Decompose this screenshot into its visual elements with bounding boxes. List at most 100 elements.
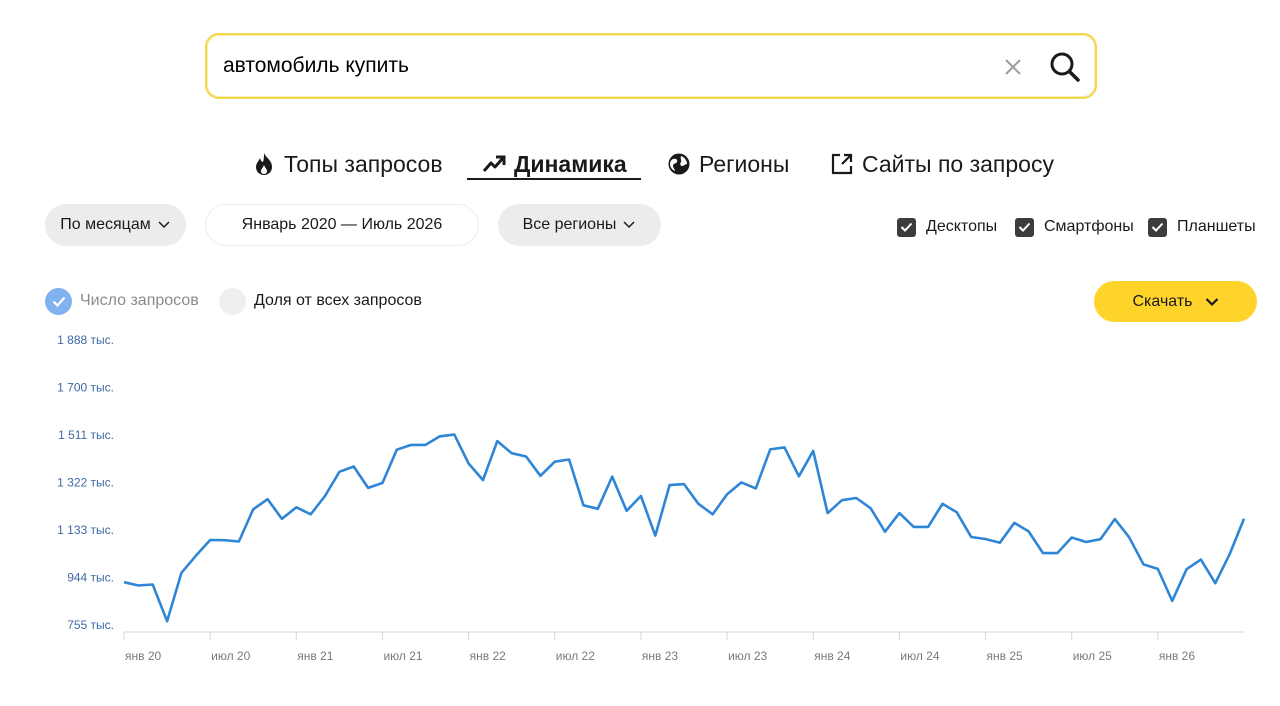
data-point[interactable] bbox=[1139, 560, 1147, 568]
date-range-picker[interactable]: Январь 2020 — Июль 2026 bbox=[205, 204, 479, 246]
data-point[interactable] bbox=[465, 460, 473, 468]
checkbox-smartphones[interactable]: Смартфоны bbox=[1015, 216, 1134, 238]
data-point[interactable] bbox=[522, 452, 530, 460]
data-point[interactable] bbox=[1125, 533, 1133, 541]
data-point[interactable] bbox=[565, 455, 573, 463]
data-point[interactable] bbox=[335, 468, 343, 476]
data-point[interactable] bbox=[536, 472, 544, 480]
data-point[interactable] bbox=[1154, 565, 1162, 573]
data-point[interactable] bbox=[120, 578, 128, 586]
data-point[interactable] bbox=[1183, 565, 1191, 573]
data-point[interactable] bbox=[1082, 538, 1090, 546]
data-point[interactable] bbox=[680, 480, 688, 488]
data-point[interactable] bbox=[551, 458, 559, 466]
data-point[interactable] bbox=[982, 535, 990, 543]
data-point[interactable] bbox=[1240, 515, 1248, 523]
data-point[interactable] bbox=[809, 447, 817, 455]
data-point[interactable] bbox=[579, 501, 587, 509]
data-point[interactable] bbox=[407, 441, 415, 449]
data-point[interactable] bbox=[364, 484, 372, 492]
data-point[interactable] bbox=[938, 500, 946, 508]
data-point[interactable] bbox=[953, 508, 961, 516]
data-point[interactable] bbox=[852, 494, 860, 502]
data-point[interactable] bbox=[967, 533, 975, 541]
data-point[interactable] bbox=[824, 509, 832, 517]
data-point[interactable] bbox=[1025, 527, 1033, 535]
data-point[interactable] bbox=[1168, 597, 1176, 605]
data-point[interactable] bbox=[781, 443, 789, 451]
region-select[interactable]: Все регионы bbox=[498, 204, 661, 246]
tab-top-queries[interactable]: Топы запросов bbox=[252, 146, 443, 182]
radio-query-count[interactable]: Число запросов bbox=[45, 287, 199, 315]
data-point[interactable] bbox=[895, 509, 903, 517]
data-point[interactable] bbox=[508, 449, 516, 457]
data-point[interactable] bbox=[766, 445, 774, 453]
data-point[interactable] bbox=[149, 581, 157, 589]
tab-regions[interactable]: Регионы bbox=[667, 146, 789, 182]
data-point[interactable] bbox=[378, 479, 386, 487]
data-point[interactable] bbox=[709, 510, 717, 518]
tab-sites[interactable]: Сайты по запросу bbox=[830, 146, 1054, 182]
data-point[interactable] bbox=[479, 476, 487, 484]
checkbox-desktops[interactable]: Десктопы bbox=[897, 216, 997, 238]
data-point[interactable] bbox=[867, 504, 875, 512]
data-point[interactable] bbox=[436, 432, 444, 440]
data-point[interactable] bbox=[910, 523, 918, 531]
data-point[interactable] bbox=[134, 582, 142, 590]
data-point[interactable] bbox=[1068, 533, 1076, 541]
data-point[interactable] bbox=[350, 463, 358, 471]
data-point[interactable] bbox=[881, 528, 889, 536]
tab-dynamics[interactable]: Динамика bbox=[482, 146, 627, 182]
data-point[interactable] bbox=[177, 569, 185, 577]
data-point[interactable] bbox=[838, 496, 846, 504]
data-point[interactable] bbox=[221, 536, 229, 544]
data-point[interactable] bbox=[1010, 519, 1018, 527]
data-point[interactable] bbox=[1226, 550, 1234, 558]
data-point[interactable] bbox=[163, 617, 171, 625]
checkbox-tablets[interactable]: Планшеты bbox=[1148, 216, 1256, 238]
data-point[interactable] bbox=[666, 481, 674, 489]
clear-search-button[interactable] bbox=[1001, 55, 1025, 79]
data-point[interactable] bbox=[493, 437, 501, 445]
data-point[interactable] bbox=[422, 441, 430, 449]
y-tick-label: 1 700 тыс. bbox=[57, 380, 114, 394]
data-point[interactable] bbox=[795, 472, 803, 480]
data-point[interactable] bbox=[996, 539, 1004, 547]
data-point[interactable] bbox=[1096, 535, 1104, 543]
data-point[interactable] bbox=[623, 507, 631, 515]
data-point[interactable] bbox=[292, 503, 300, 511]
data-point[interactable] bbox=[264, 495, 272, 503]
chevron-down-icon bbox=[623, 221, 635, 229]
data-point[interactable] bbox=[278, 515, 286, 523]
x-tick-label: янв 21 bbox=[297, 649, 334, 663]
data-point[interactable] bbox=[393, 446, 401, 454]
data-point[interactable] bbox=[608, 473, 616, 481]
data-point[interactable] bbox=[450, 431, 458, 439]
data-point[interactable] bbox=[249, 505, 257, 513]
search-input[interactable] bbox=[223, 49, 983, 83]
data-point[interactable] bbox=[1211, 579, 1219, 587]
radio-query-share[interactable]: Доля от всех запросов bbox=[219, 287, 422, 315]
data-point[interactable] bbox=[192, 552, 200, 560]
search-button[interactable] bbox=[1047, 49, 1083, 85]
data-point[interactable] bbox=[924, 523, 932, 531]
data-point[interactable] bbox=[307, 510, 315, 518]
data-point[interactable] bbox=[752, 484, 760, 492]
data-point[interactable] bbox=[723, 490, 731, 498]
data-point[interactable] bbox=[1197, 556, 1205, 564]
data-point[interactable] bbox=[235, 537, 243, 545]
data-point[interactable] bbox=[694, 500, 702, 508]
x-tick-label: июл 22 bbox=[556, 649, 595, 663]
period-select[interactable]: По месяцам bbox=[45, 204, 186, 246]
data-point[interactable] bbox=[1039, 549, 1047, 557]
data-point[interactable] bbox=[321, 492, 329, 500]
download-button[interactable]: Скачать bbox=[1094, 281, 1257, 322]
data-point[interactable] bbox=[637, 492, 645, 500]
data-point[interactable] bbox=[1053, 549, 1061, 557]
data-point[interactable] bbox=[651, 532, 659, 540]
date-range-label: Январь 2020 — Июль 2026 bbox=[241, 216, 443, 233]
data-point[interactable] bbox=[1111, 515, 1119, 523]
data-point[interactable] bbox=[206, 536, 214, 544]
data-point[interactable] bbox=[737, 478, 745, 486]
data-point[interactable] bbox=[594, 505, 602, 513]
